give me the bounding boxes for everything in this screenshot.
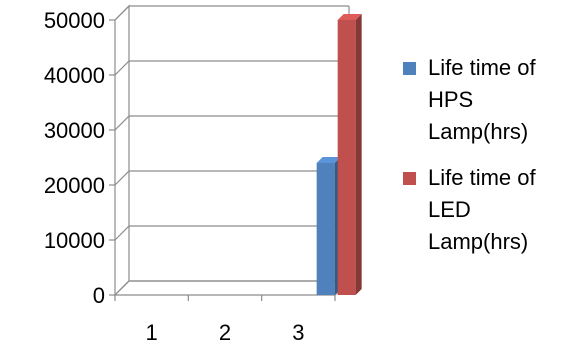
bar-hps-3	[316, 157, 341, 295]
x-tick-label-2: 2	[219, 320, 231, 345]
gridline-50000	[114, 5, 349, 21]
gridline-10000	[114, 225, 349, 241]
gridline-0	[114, 280, 349, 296]
floor	[113, 280, 351, 296]
y-tick-label-50000: 50000	[44, 8, 105, 33]
legend-label-led: Life time of LED Lamp(hrs)	[428, 165, 536, 254]
x-tick-label-3: 3	[292, 320, 304, 345]
legend-item-hps: Life time of HPS Lamp(hrs)	[403, 52, 563, 148]
chart-walls	[113, 4, 351, 297]
gridline-40000	[114, 60, 349, 76]
y-axis-ticks: 0 10000 20000 30000 40000 50000	[44, 8, 105, 308]
gridlines	[109, 5, 349, 301]
legend-swatch-led	[403, 172, 416, 185]
y-tick-label-0: 0	[93, 283, 105, 308]
y-tick-label-40000: 40000	[44, 63, 105, 88]
y-tick-label-10000: 10000	[44, 228, 105, 253]
bar-led-3	[337, 14, 362, 295]
y-tick-label-30000: 30000	[44, 118, 105, 143]
legend-swatch-hps	[403, 62, 416, 75]
bars	[316, 14, 362, 295]
y-tick-label-20000: 20000	[44, 173, 105, 198]
gridline-20000	[114, 170, 349, 186]
x-axis-ticks: 1 2 3	[146, 320, 305, 345]
legend-item-led: Life time of LED Lamp(hrs)	[403, 162, 563, 258]
legend: Life time of HPS Lamp(hrs) Life time of …	[403, 52, 563, 272]
side-wall	[114, 4, 130, 297]
legend-label-hps: Life time of HPS Lamp(hrs)	[428, 55, 536, 144]
gridline-30000	[114, 115, 349, 131]
x-tick-label-1: 1	[146, 320, 158, 345]
